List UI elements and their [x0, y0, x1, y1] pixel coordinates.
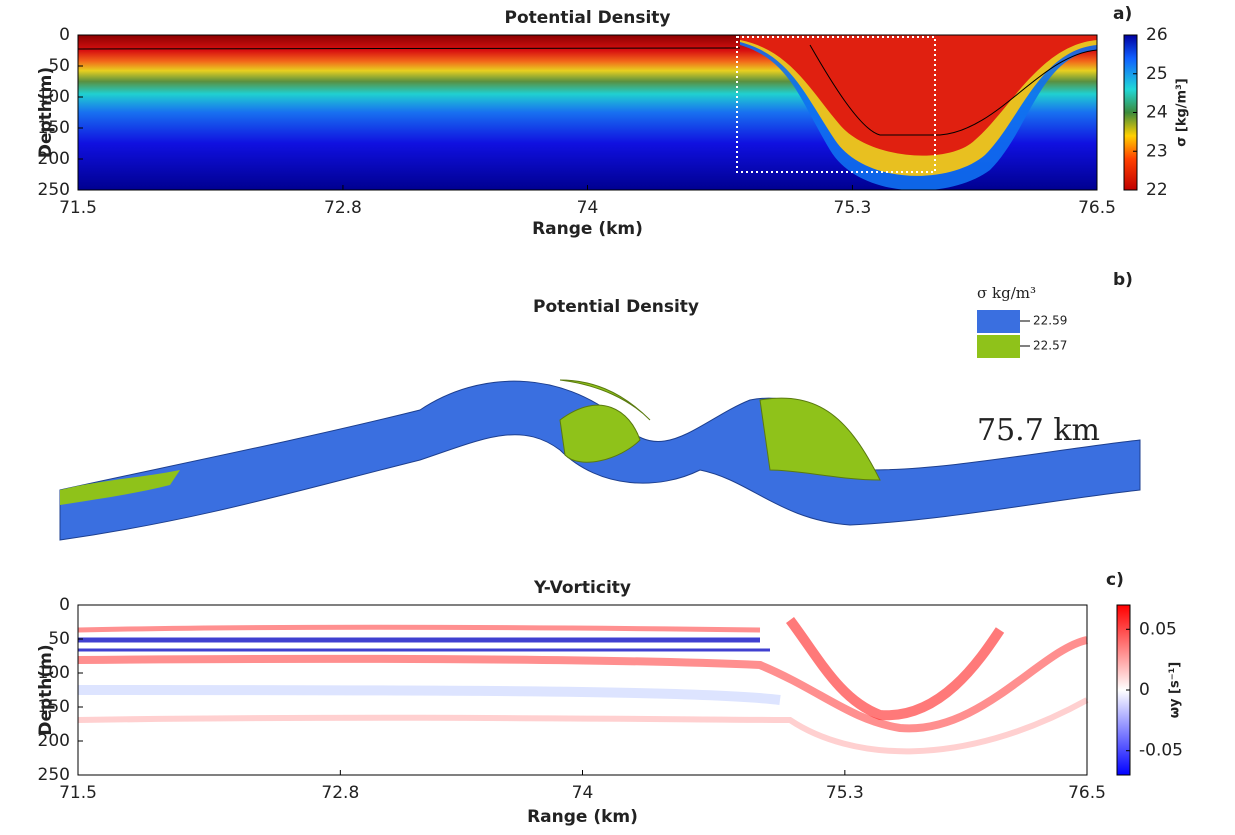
- y-tick-label: 50: [48, 56, 70, 76]
- colorbar-tick-label: -0.05: [1139, 741, 1183, 761]
- legend-label: 22.59: [1033, 314, 1067, 328]
- legend-swatch: [977, 310, 1020, 333]
- density-field: [77, 35, 1098, 191]
- y-tick-label: 50: [48, 629, 70, 649]
- x-tick-label: 72.8: [321, 783, 359, 803]
- y-tick-label: 250: [38, 180, 70, 200]
- x-tick-label: 74: [577, 198, 599, 218]
- x-axis-label: Range (km): [527, 807, 638, 827]
- y-tick-label: 0: [59, 25, 70, 45]
- y-tick-label: 150: [38, 697, 70, 717]
- colorbar-tick-label: 0: [1139, 680, 1150, 700]
- colorbar-tick-label: 23: [1146, 141, 1168, 161]
- x-axis-label: Range (km): [532, 219, 643, 239]
- colorbar-label: σ [kg/m³]: [1175, 78, 1190, 146]
- x-tick-label: 76.5: [1078, 198, 1116, 218]
- y-tick-label: 250: [38, 765, 70, 785]
- vorticity-field: [77, 605, 1089, 775]
- annotation: 75.7 km: [977, 413, 1100, 448]
- legend-swatch: [977, 335, 1020, 358]
- x-tick-label: 75.3: [834, 198, 872, 218]
- isosurface-shapes: [59, 379, 1141, 541]
- panel-label: c): [1106, 570, 1124, 590]
- panel-label: a): [1113, 4, 1132, 24]
- y-axis-label: Depth(m): [36, 67, 56, 158]
- x-tick-label: 72.8: [324, 198, 362, 218]
- colorbar-tick-label: 26: [1146, 25, 1168, 45]
- panel-title: Y-Vorticity: [533, 578, 631, 598]
- x-tick-label: 71.5: [59, 198, 97, 218]
- colorbar-tick-label: 24: [1146, 103, 1168, 123]
- y-tick-label: 200: [38, 731, 70, 751]
- y-tick-label: 100: [38, 663, 70, 683]
- colorbar-tick-label: 0.05: [1139, 619, 1177, 639]
- panel-label: b): [1113, 270, 1133, 290]
- colorbar-label: ωy [s⁻¹]: [1168, 662, 1183, 718]
- x-tick-label: 71.5: [59, 783, 97, 803]
- x-tick-label: 75.3: [826, 783, 864, 803]
- legend-label: 22.57: [1033, 339, 1067, 353]
- y-tick-label: 100: [38, 87, 70, 107]
- y-tick-label: 0: [59, 595, 70, 615]
- x-tick-label: 74: [572, 783, 594, 803]
- x-tick-label: 76.5: [1068, 783, 1106, 803]
- colorbar-tick-label: 25: [1146, 64, 1168, 84]
- panel-title: Potential Density: [505, 8, 671, 28]
- panel-title: Potential Density: [533, 297, 699, 317]
- y-tick-label: 150: [38, 118, 70, 138]
- y-tick-label: 200: [38, 149, 70, 169]
- y-axis-label: Depth(m): [36, 644, 56, 735]
- legend-title: σ kg/m³: [977, 284, 1036, 302]
- colorbar-tick-label: 22: [1146, 180, 1168, 200]
